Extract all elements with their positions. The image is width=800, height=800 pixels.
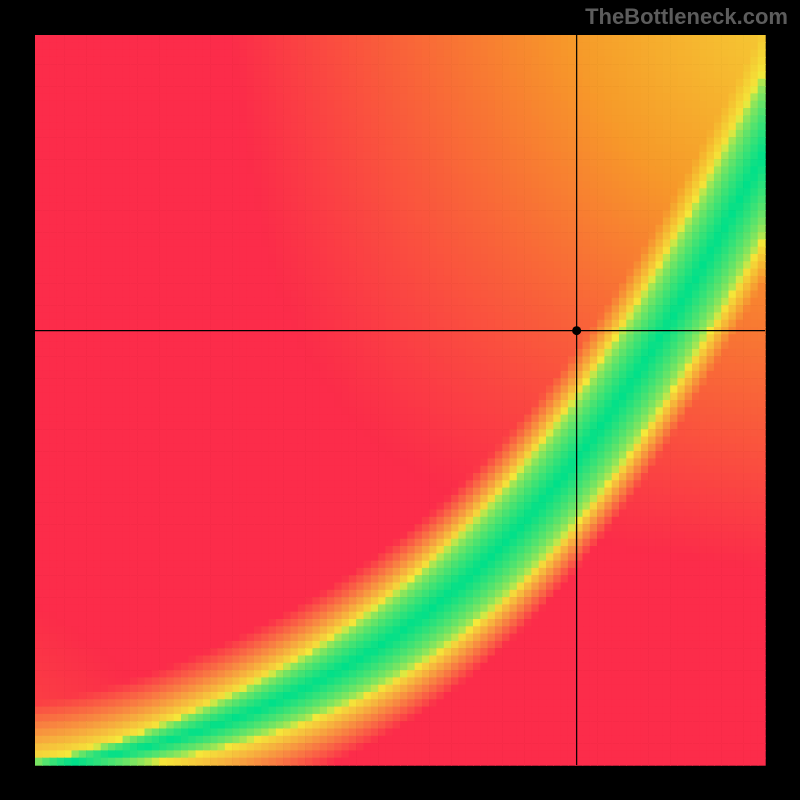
heatmap-canvas bbox=[0, 0, 800, 800]
chart-container: TheBottleneck.com bbox=[0, 0, 800, 800]
watermark-text: TheBottleneck.com bbox=[585, 4, 788, 30]
